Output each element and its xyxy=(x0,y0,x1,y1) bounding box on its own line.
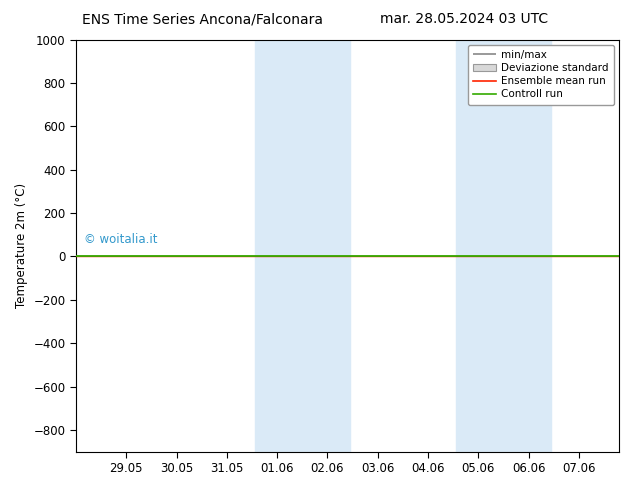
Text: © woitalia.it: © woitalia.it xyxy=(84,233,157,245)
Y-axis label: Temperature 2m (°C): Temperature 2m (°C) xyxy=(15,183,28,308)
Bar xyxy=(456,40,551,452)
Bar xyxy=(255,40,350,452)
Text: mar. 28.05.2024 03 UTC: mar. 28.05.2024 03 UTC xyxy=(380,12,548,26)
Text: ENS Time Series Ancona/Falconara: ENS Time Series Ancona/Falconara xyxy=(82,12,323,26)
Legend: min/max, Deviazione standard, Ensemble mean run, Controll run: min/max, Deviazione standard, Ensemble m… xyxy=(468,45,614,104)
